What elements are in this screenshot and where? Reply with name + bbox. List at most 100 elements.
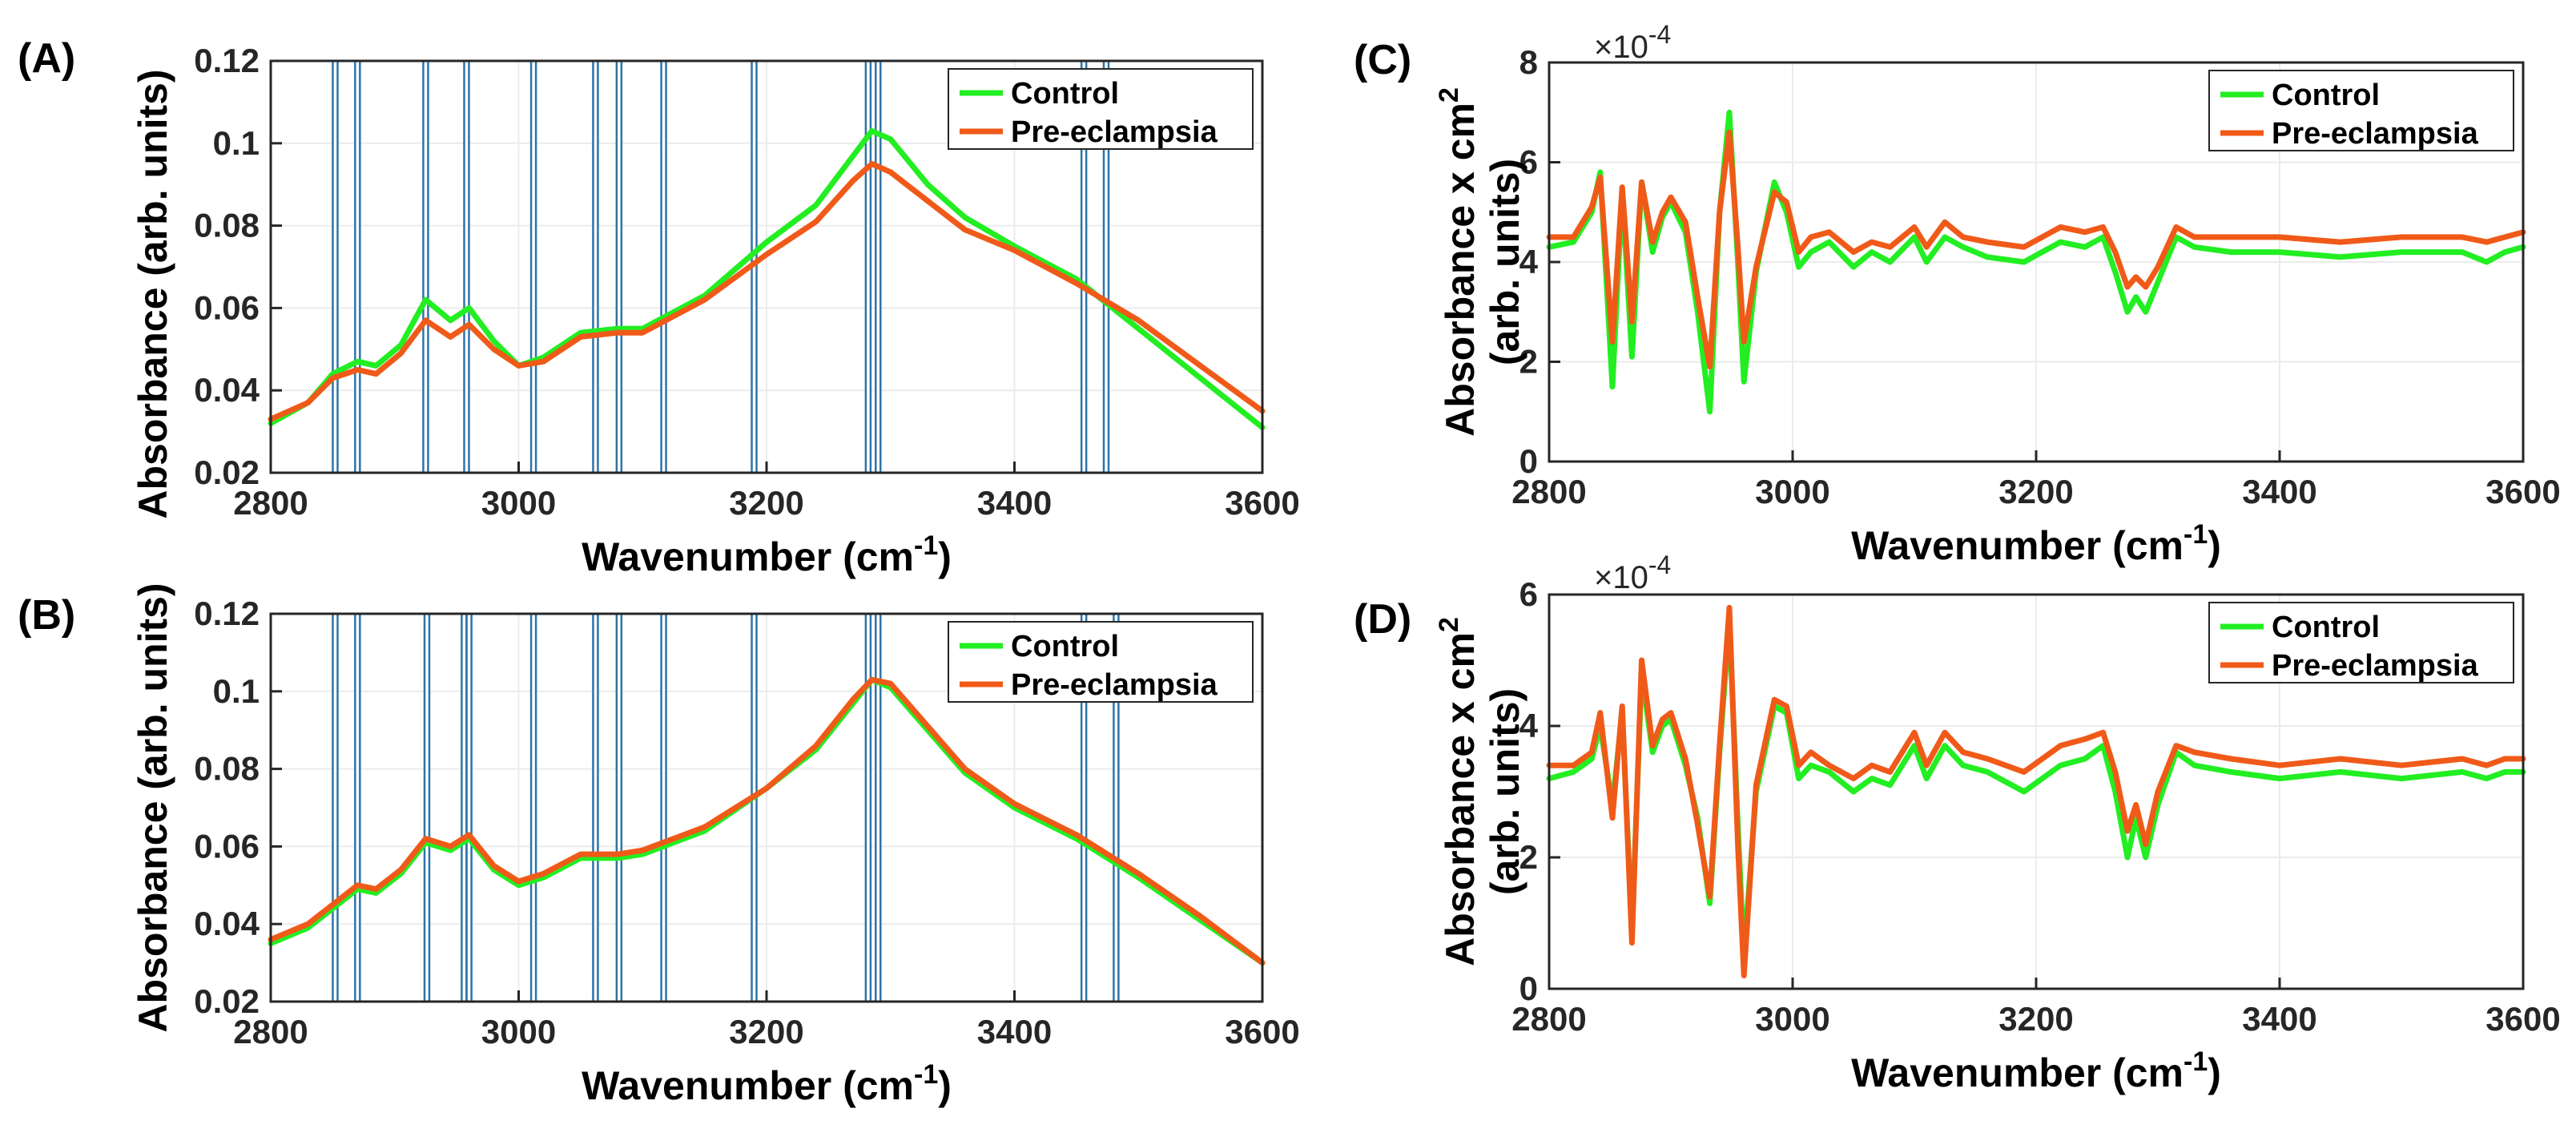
band-marker	[354, 59, 361, 474]
x-tick-label: 2800	[233, 1013, 308, 1050]
band-marker	[660, 59, 667, 474]
x-tick-label: 3000	[481, 1013, 556, 1050]
y-axis-label-main: Absorbance x cm	[1438, 103, 1483, 437]
x-tick-label: 2800	[1511, 1000, 1586, 1038]
x-tick-label: 3200	[729, 484, 803, 522]
y-axis-exponent-base: ×10	[1594, 560, 1648, 595]
y-tick-label: 0.02	[194, 982, 260, 1020]
x-axis-label-main: Wavenumber (cm	[582, 1063, 914, 1108]
y-axis-label-line2: (arb. units)	[1483, 688, 1527, 895]
x-axis-label-main: Wavenumber (cm	[582, 534, 914, 579]
x-tick-label: 3200	[729, 1013, 803, 1050]
x-axis-label-tail: )	[938, 1063, 952, 1108]
y-tick-label: 0.12	[194, 595, 260, 632]
x-axis-label-tail: )	[2208, 523, 2221, 568]
band-marker	[751, 612, 758, 1003]
x-tick-label: 3200	[1998, 1000, 2073, 1038]
legend-label-preeclampsia: Pre-eclampsia	[1011, 668, 1218, 702]
y-tick-label: 8	[1519, 43, 1538, 81]
y-axis-label-line2: (arb. units)	[1483, 159, 1527, 365]
y-axis-label: Absorbance (arb. units)	[131, 583, 175, 1032]
legend-box	[2208, 602, 2514, 683]
y-tick-label: 4	[1519, 243, 1539, 280]
x-tick-label: 3000	[481, 484, 556, 522]
series-line-control	[268, 676, 1266, 966]
band-marker	[354, 612, 361, 1003]
band-marker	[864, 59, 872, 474]
series-line-preeclampsia	[268, 676, 1266, 966]
band-marker	[592, 612, 599, 1003]
y-axis-label-sup: 2	[1434, 617, 1464, 632]
band-marker	[875, 612, 882, 1003]
legend: Control Pre-eclampsia	[948, 621, 1254, 703]
legend-label-preeclampsia: Pre-eclampsia	[2272, 649, 2479, 683]
y-tick-label: 6	[1519, 143, 1538, 181]
x-axis-label-sup: -1	[2184, 519, 2208, 550]
band-marker	[660, 612, 667, 1003]
x-tick-label: 3000	[1755, 1000, 1829, 1038]
legend-box	[948, 621, 1254, 703]
y-tick-label: 0.06	[194, 288, 260, 326]
x-tick-label: 3000	[1755, 473, 1829, 510]
y-axis-label-line1: Absorbance x cm2	[1434, 617, 1483, 966]
x-axis-label-main: Wavenumber (cm	[1851, 523, 2184, 568]
x-axis-label-sup: -1	[914, 530, 938, 561]
band-marker	[592, 59, 599, 474]
y-axis-exponent: ×10-4	[1594, 550, 1671, 595]
band-marker	[864, 612, 872, 1003]
band-marker	[615, 612, 623, 1003]
band-marker	[875, 59, 882, 474]
y-tick-label: 0.08	[194, 750, 260, 788]
x-axis-label-tail: )	[2208, 1050, 2221, 1095]
x-axis-label: Wavenumber (cm-1)	[582, 530, 952, 579]
y-tick-label: 0.1	[213, 672, 260, 710]
x-tick-label: 3400	[977, 484, 1052, 522]
x-tick-label: 3400	[2242, 473, 2316, 510]
x-axis-label-tail: )	[938, 534, 952, 579]
x-tick-label: 2800	[233, 484, 308, 522]
series-line-preeclampsia	[268, 161, 1266, 422]
legend-label-control: Control	[2272, 79, 2380, 112]
y-tick-label: 0	[1519, 442, 1538, 480]
x-tick-label: 2800	[1511, 473, 1586, 510]
band-marker	[332, 59, 339, 474]
x-tick-label: 3200	[1998, 473, 2073, 510]
legend-box	[2208, 70, 2514, 151]
legend: Control Pre-eclampsia	[948, 68, 1254, 150]
x-tick-label: 3600	[1225, 484, 1299, 522]
legend-label-control: Control	[2272, 611, 2380, 644]
x-tick-label: 3600	[1225, 1013, 1299, 1050]
band-marker	[465, 612, 473, 1003]
y-axis-exponent-base: ×10	[1594, 30, 1648, 65]
y-tick-label: 0.12	[194, 42, 260, 79]
y-tick-label: 0	[1519, 970, 1538, 1007]
y-tick-label: 0.06	[194, 827, 260, 865]
legend-label-preeclampsia: Pre-eclampsia	[1011, 115, 1218, 149]
band-marker	[423, 612, 431, 1003]
series-line-control	[268, 127, 1266, 430]
y-tick-label: 2	[1519, 343, 1538, 381]
y-axis-label-line1: Absorbance x cm2	[1434, 87, 1483, 437]
panel-label: (A)	[18, 35, 75, 82]
panel-label: (D)	[1354, 596, 1411, 643]
x-axis-label-sup: -1	[914, 1059, 938, 1090]
y-axis-label: Absorbance (arb. units)	[131, 69, 175, 518]
x-tick-label: 3400	[2242, 1000, 2316, 1038]
x-tick-label: 3600	[2485, 1000, 2560, 1038]
y-tick-label: 4	[1519, 707, 1539, 744]
chart-panel-c: 2800 3000 3200 3400 3600 0 2 4 6 8 (C) Wavenumber (…	[1354, 20, 2561, 568]
panel-label: (B)	[18, 592, 75, 639]
chart-panel-a: 2800 3000 3200 3400 3600 0.02 0.04 0.06 0.08 0.1 0…	[18, 35, 1300, 579]
x-axis-label-main: Wavenumber (cm	[1851, 1050, 2184, 1095]
legend: Control Pre-eclampsia	[2208, 70, 2514, 151]
series-line-preeclampsia	[1546, 604, 2526, 979]
series-line-preeclampsia	[1546, 129, 2526, 370]
band-marker	[529, 59, 537, 474]
band-marker	[615, 59, 623, 474]
band-marker	[332, 612, 339, 1003]
band-marker	[422, 59, 429, 474]
y-tick-label: 6	[1519, 575, 1538, 613]
x-axis-label: Wavenumber (cm-1)	[582, 1059, 952, 1108]
legend-label-control: Control	[1011, 630, 1119, 663]
chart-panel-b: 2800 3000 3200 3400 3600 0.02 0.04 0.06 0.08 0.1 0…	[18, 583, 1300, 1108]
